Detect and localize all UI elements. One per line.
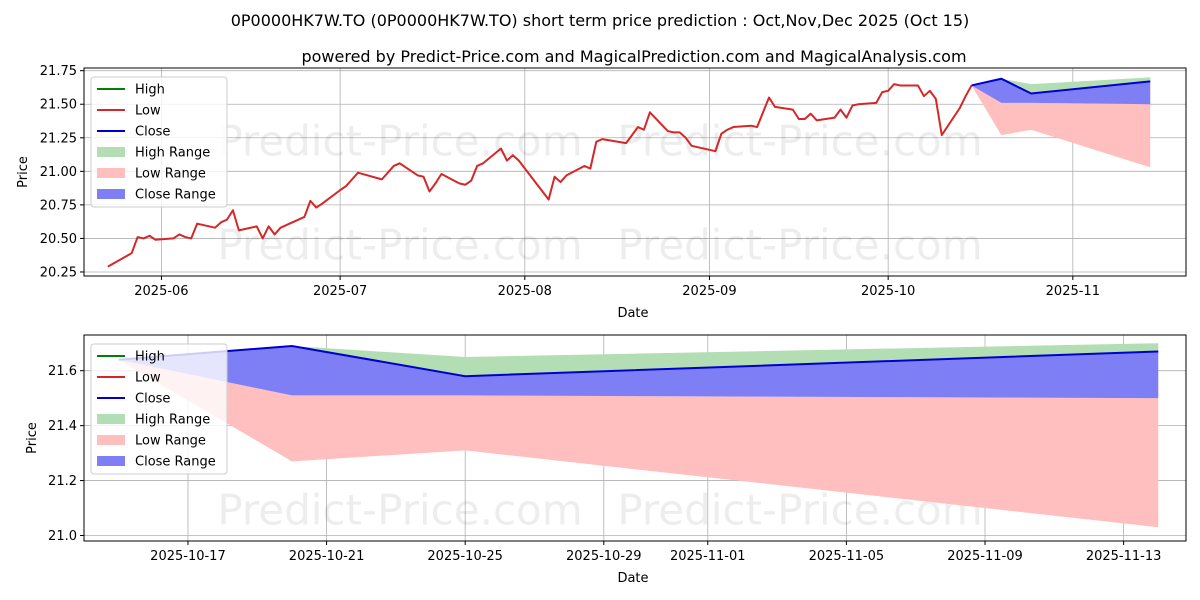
close-range-area <box>971 78 1151 105</box>
x-tick-label: 2025-07 <box>313 284 367 299</box>
top-panel: Predict-Price.com Predict-Price.com Predic… <box>16 64 1187 321</box>
x-axis-label: Date <box>617 306 648 321</box>
x-tick-label: 2025-06 <box>134 284 188 299</box>
y-tick-label: 21.00 <box>40 165 77 180</box>
x-tick-label: 2025-11-13 <box>1086 549 1162 564</box>
y-tick-label: 21.6 <box>48 364 77 379</box>
low-range-area <box>118 359 1159 528</box>
legend-swatch-patch <box>97 435 125 445</box>
legend-label: Low <box>135 104 161 119</box>
x-tick-label: 2025-10-17 <box>150 549 226 564</box>
x-tick-label: 2025-11-05 <box>809 549 885 564</box>
legend-swatch-patch <box>97 147 125 157</box>
watermark-text: Predict-Price.com <box>217 116 582 165</box>
close-forecast-line <box>971 77 1151 95</box>
watermark-text: Predict-Price.com <box>617 220 982 269</box>
legend-label: Close Range <box>135 188 216 203</box>
high-range-area <box>118 343 1159 377</box>
legend-swatch-patch <box>97 168 125 178</box>
watermark-text: Predict-Price.com <box>217 486 582 535</box>
x-tick-label: 2025-10-21 <box>289 549 365 564</box>
y-tick-label: 21.25 <box>40 131 77 146</box>
bottom-panel: Predict-Price.comPredict-Price.comPredic… <box>25 334 1187 586</box>
y-tick-label: 20.50 <box>40 232 77 247</box>
x-tick-label: 2025-10 <box>861 284 915 299</box>
legend-label: High Range <box>135 146 210 161</box>
y-axis-label: Price <box>16 156 31 188</box>
watermark-text: Predict-Price.com <box>217 220 582 269</box>
low-range-area <box>971 85 1151 168</box>
axes-frame <box>83 334 1187 542</box>
low-price-line <box>107 83 973 268</box>
legend-label: Low <box>135 371 161 386</box>
x-tick-label: 2025-10-29 <box>566 549 642 564</box>
close-range-area <box>118 345 1159 399</box>
x-tick-label: 2025-11 <box>1046 284 1100 299</box>
x-tick-label: 2025-10-25 <box>427 549 503 564</box>
legend-swatch-patch <box>97 189 125 199</box>
legend-label: High <box>135 350 165 365</box>
x-tick-label: 2025-09 <box>682 284 736 299</box>
y-tick-label: 20.25 <box>40 265 77 280</box>
legend-label: Low Range <box>135 434 206 449</box>
legend-label: Low Range <box>135 167 206 182</box>
x-axis-label: Date <box>617 571 648 586</box>
x-tick-label: 2025-08 <box>498 284 552 299</box>
legend-label: High Range <box>135 413 210 428</box>
y-tick-label: 21.2 <box>48 474 77 489</box>
legend-label: Close <box>135 125 170 140</box>
chart-title: 0P0000HK7W.TO (0P0000HK7W.TO) short term… <box>231 11 970 30</box>
y-tick-label: 21.4 <box>48 419 77 434</box>
chart-subtitle: powered by Predict-Price.com and Magical… <box>301 47 966 66</box>
y-tick-label: 20.75 <box>40 198 77 213</box>
x-tick-label: 2025-11-09 <box>947 549 1023 564</box>
y-tick-label: 21.0 <box>48 529 77 544</box>
watermark-text: Predict-Price.com <box>617 116 982 165</box>
legend-label: Close Range <box>135 455 216 470</box>
high-range-area <box>971 77 1151 94</box>
legend-label: High <box>135 83 165 98</box>
y-axis-label: Price <box>25 422 40 454</box>
axes-frame <box>83 67 1187 277</box>
legend-label: Close <box>135 392 170 407</box>
x-tick-label: 2025-11-01 <box>670 549 746 564</box>
y-tick-label: 21.50 <box>40 98 77 113</box>
legend-swatch-patch <box>97 414 125 424</box>
legend-swatch-patch <box>97 456 125 466</box>
y-tick-label: 21.75 <box>40 64 77 79</box>
